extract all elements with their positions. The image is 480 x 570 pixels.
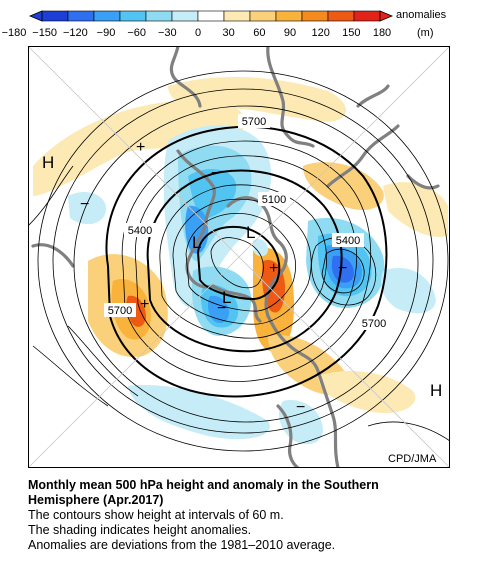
minus-sign: −: [296, 399, 305, 416]
figure-caption: Monthly mean 500 hPa height and anomaly …: [28, 478, 468, 553]
contour-5700-right: 5700: [362, 318, 386, 330]
colorbar-tick-label: −30: [157, 27, 177, 39]
colorbar-cell: [119, 10, 147, 22]
plus-sign: +: [140, 296, 149, 313]
plus-sign: +: [269, 260, 278, 277]
colorbar-cell: [67, 10, 95, 22]
colorbar-unit: (m): [417, 27, 434, 39]
colorbar: −180 −150 −120 −90 −60 −30 0 30 60 90 120 150 180 an…: [0, 0, 480, 46]
high-west: H: [42, 153, 54, 172]
low-center-3: L: [222, 288, 231, 307]
colorbar-tick-label: −90: [96, 27, 116, 39]
colorbar-tick-label: 60: [253, 27, 266, 39]
colorbar-cell: [197, 10, 225, 22]
colorbar-cell: [223, 10, 251, 22]
colorbar-cell: [353, 10, 381, 22]
map-svg: 5700 5100 5400 5400 5700 5700 H H L L L: [28, 46, 450, 468]
minus-sign: −: [338, 260, 347, 277]
graticule: [28, 46, 450, 468]
colorbar-tick-label: 30: [222, 27, 235, 39]
contour-5100: 5100: [262, 194, 286, 206]
colorbar-tick-label: −150: [32, 27, 58, 39]
colorbar-svg: [28, 10, 394, 22]
minus-sign: −: [217, 300, 226, 317]
contour-5400-right: 5400: [336, 235, 360, 247]
colorbar-cell: [249, 10, 277, 22]
colorbar-tick-label: 120: [311, 27, 330, 39]
high-southeast: H: [430, 381, 442, 400]
colorbar-cell: [301, 10, 329, 22]
caption-line-anomalies: Anomalies are deviations from the 1981–2…: [28, 538, 336, 552]
colorbar-cell: [171, 10, 199, 22]
low-center-2: L: [246, 223, 255, 242]
colorbar-cell: [275, 10, 303, 22]
colorbar-left-arrow: [28, 10, 43, 22]
colorbar-label: anomalies: [396, 9, 447, 21]
map-border: [28, 46, 450, 468]
colorbar-tick-label: −120: [62, 27, 88, 39]
colorbar-cell: [93, 10, 121, 22]
colorbar-tick-label: 0: [194, 27, 202, 39]
height-contours: [28, 70, 450, 452]
pressure-symbols: H H L L L: [42, 153, 442, 400]
colorbar-cell: [41, 10, 69, 22]
contour-5400-left: 5400: [128, 225, 152, 237]
caption-title-line1: Monthly mean 500 hPa height and anomaly …: [28, 478, 379, 492]
colorbar-cell: [327, 10, 355, 22]
hemisphere-map: 5700 5100 5400 5400 5700 5700 H H L L L: [28, 46, 450, 468]
plus-sign: +: [136, 139, 145, 156]
minus-sign: −: [80, 196, 89, 213]
colorbar-tick-label: 180: [372, 27, 392, 39]
contour-labels: 5700 5100 5400 5400 5700 5700: [104, 114, 390, 330]
caption-title-line2: Hemisphere (Apr.2017): [28, 493, 164, 507]
credit-label: CPD/JMA: [388, 453, 437, 465]
caption-line-shading: The shading indicates height anomalies.: [28, 523, 252, 537]
contour-5700-left: 5700: [108, 305, 132, 317]
colorbar-tick-label: −180: [1, 27, 27, 39]
caption-line-contours: The contours show height at intervals of…: [28, 508, 284, 522]
colorbar-tick-label: 90: [283, 27, 297, 39]
contour-5700-top: 5700: [242, 116, 266, 128]
colorbar-tick-label: 150: [342, 27, 361, 39]
low-center-1: L: [192, 233, 201, 252]
colorbar-right-arrow: [379, 10, 394, 22]
colorbar-cell: [145, 10, 173, 22]
minus-sign: −: [211, 165, 220, 182]
colorbar-tick-label: −60: [127, 27, 146, 39]
anomaly-signs: + + + − − − − −: [80, 139, 347, 416]
